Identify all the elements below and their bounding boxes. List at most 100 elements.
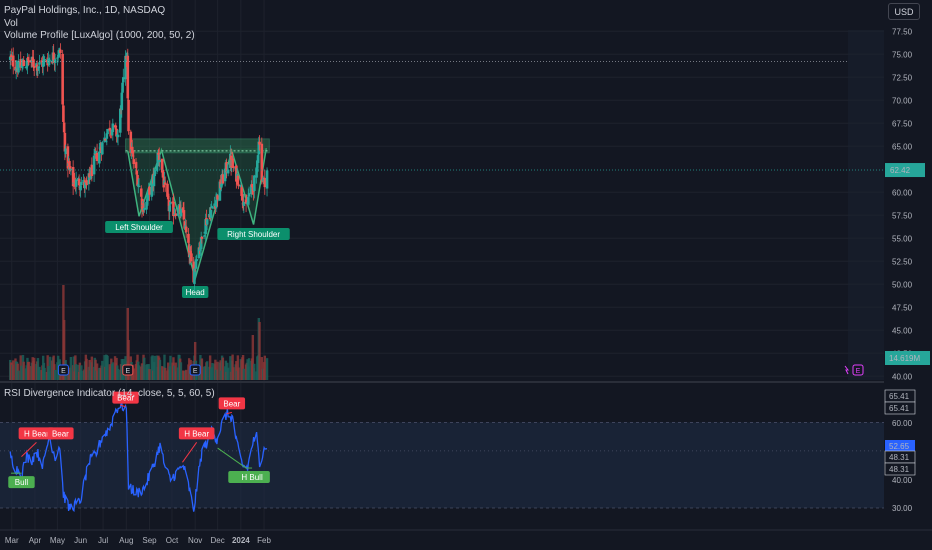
volume-profile-area xyxy=(848,30,884,380)
candle-body xyxy=(172,214,176,216)
candle-body xyxy=(166,183,169,197)
candle-body xyxy=(161,169,165,178)
candle-body xyxy=(176,213,180,216)
volume-bar xyxy=(80,365,83,380)
volume-bar xyxy=(148,369,151,380)
candle-body xyxy=(220,184,223,188)
candle-body xyxy=(108,127,112,131)
volume-bar xyxy=(169,355,172,380)
volume-bar xyxy=(72,356,76,380)
volume-bar xyxy=(195,371,198,380)
candle-body xyxy=(250,184,254,188)
candle-body xyxy=(32,59,35,67)
volume-bar xyxy=(62,320,66,380)
candle-body xyxy=(178,204,181,206)
candle-body xyxy=(177,206,180,212)
candle-body xyxy=(37,66,40,68)
divergence-tag-box xyxy=(8,476,35,489)
candle-body xyxy=(62,105,65,122)
volume-bar xyxy=(158,359,162,380)
volume-bar xyxy=(174,362,177,380)
candle-body xyxy=(74,179,78,187)
volume-bar xyxy=(200,358,204,380)
head-label-box xyxy=(181,286,209,298)
price-tick-label: 60.00 xyxy=(892,188,913,197)
candle-body xyxy=(199,237,203,249)
candle-body xyxy=(127,99,130,132)
candle-body xyxy=(262,177,265,181)
volume-bar xyxy=(221,357,225,380)
candle-body xyxy=(235,165,238,182)
candle-body xyxy=(62,122,66,133)
volume-bar xyxy=(88,359,91,380)
rsi-tick-label: 60.00 xyxy=(892,419,913,428)
divergence-line xyxy=(120,404,126,408)
candle-body xyxy=(32,66,36,69)
time-tick-label: Jun xyxy=(74,536,87,545)
left-shoulder-label-text: Left Shoulder xyxy=(115,223,163,232)
price-tick-label: 55.00 xyxy=(892,234,913,243)
divergence-tag-text: H Bear xyxy=(184,429,209,438)
volume-bar xyxy=(111,362,115,380)
candle-body xyxy=(61,53,64,105)
price-tick-label: 57.50 xyxy=(892,211,913,220)
divergence-line xyxy=(182,442,198,463)
candle-body xyxy=(202,235,206,237)
left-shoulder-label: Left Shoulder xyxy=(105,221,173,233)
candle-body xyxy=(41,60,45,67)
currency-button[interactable]: USD xyxy=(888,3,920,20)
candle-body xyxy=(42,59,46,63)
candle-body xyxy=(155,164,159,171)
volume-bar xyxy=(226,367,230,380)
rsi-value-label: 52.65 xyxy=(889,442,910,451)
divergence-tag-bull: Bull xyxy=(8,476,35,489)
volume-bar xyxy=(179,362,183,380)
candle-body xyxy=(188,252,192,258)
candle-body xyxy=(244,199,248,204)
rsi-line xyxy=(9,399,268,513)
candle-body xyxy=(142,203,145,212)
volume-bar xyxy=(251,335,255,380)
candle-body xyxy=(40,60,43,63)
candle-body xyxy=(104,138,107,141)
candle-body xyxy=(131,155,135,157)
candle-body xyxy=(258,141,261,145)
candle-body xyxy=(195,259,198,261)
volume-bar xyxy=(253,363,256,380)
price-tick-label: 70.00 xyxy=(892,96,913,105)
last-price-line xyxy=(0,61,884,171)
rsi-value-label: 65.41 xyxy=(889,404,910,413)
volume-bar xyxy=(247,358,251,380)
rsi-value-label: 48.31 xyxy=(889,453,910,462)
candle-body xyxy=(181,207,185,213)
candle-body xyxy=(250,184,253,195)
candle-body xyxy=(69,168,73,170)
head-label: Head xyxy=(181,286,209,298)
head-label-text: Head xyxy=(186,288,205,297)
divergence-tag-bear: H Bear xyxy=(18,427,55,440)
candle-body xyxy=(139,188,143,197)
rsi-tick-label: 30.00 xyxy=(892,504,913,513)
divergence-tag-box xyxy=(218,397,246,410)
candle-body xyxy=(129,131,133,153)
volume-bar xyxy=(69,356,73,380)
candle-body xyxy=(134,162,138,168)
candle-body xyxy=(214,200,218,208)
candle-body xyxy=(148,186,151,195)
earnings-letter: E xyxy=(125,368,130,375)
candle-body xyxy=(189,251,192,255)
volume-bar xyxy=(265,358,269,380)
candle-body xyxy=(219,179,222,189)
price-tick-label: 65.00 xyxy=(892,142,913,151)
candle-body xyxy=(26,58,29,67)
candle-body xyxy=(157,156,161,161)
candle-body xyxy=(132,159,136,165)
candle-body xyxy=(82,179,85,183)
symbol-title: PayPal Holdings, Inc., 1D, NASDAQ xyxy=(4,5,166,16)
volume-last-tag xyxy=(885,351,930,365)
price-tick-label: 47.50 xyxy=(892,303,913,312)
candle-body xyxy=(163,182,167,185)
candle-body xyxy=(184,226,188,233)
volume-bar xyxy=(224,360,228,380)
